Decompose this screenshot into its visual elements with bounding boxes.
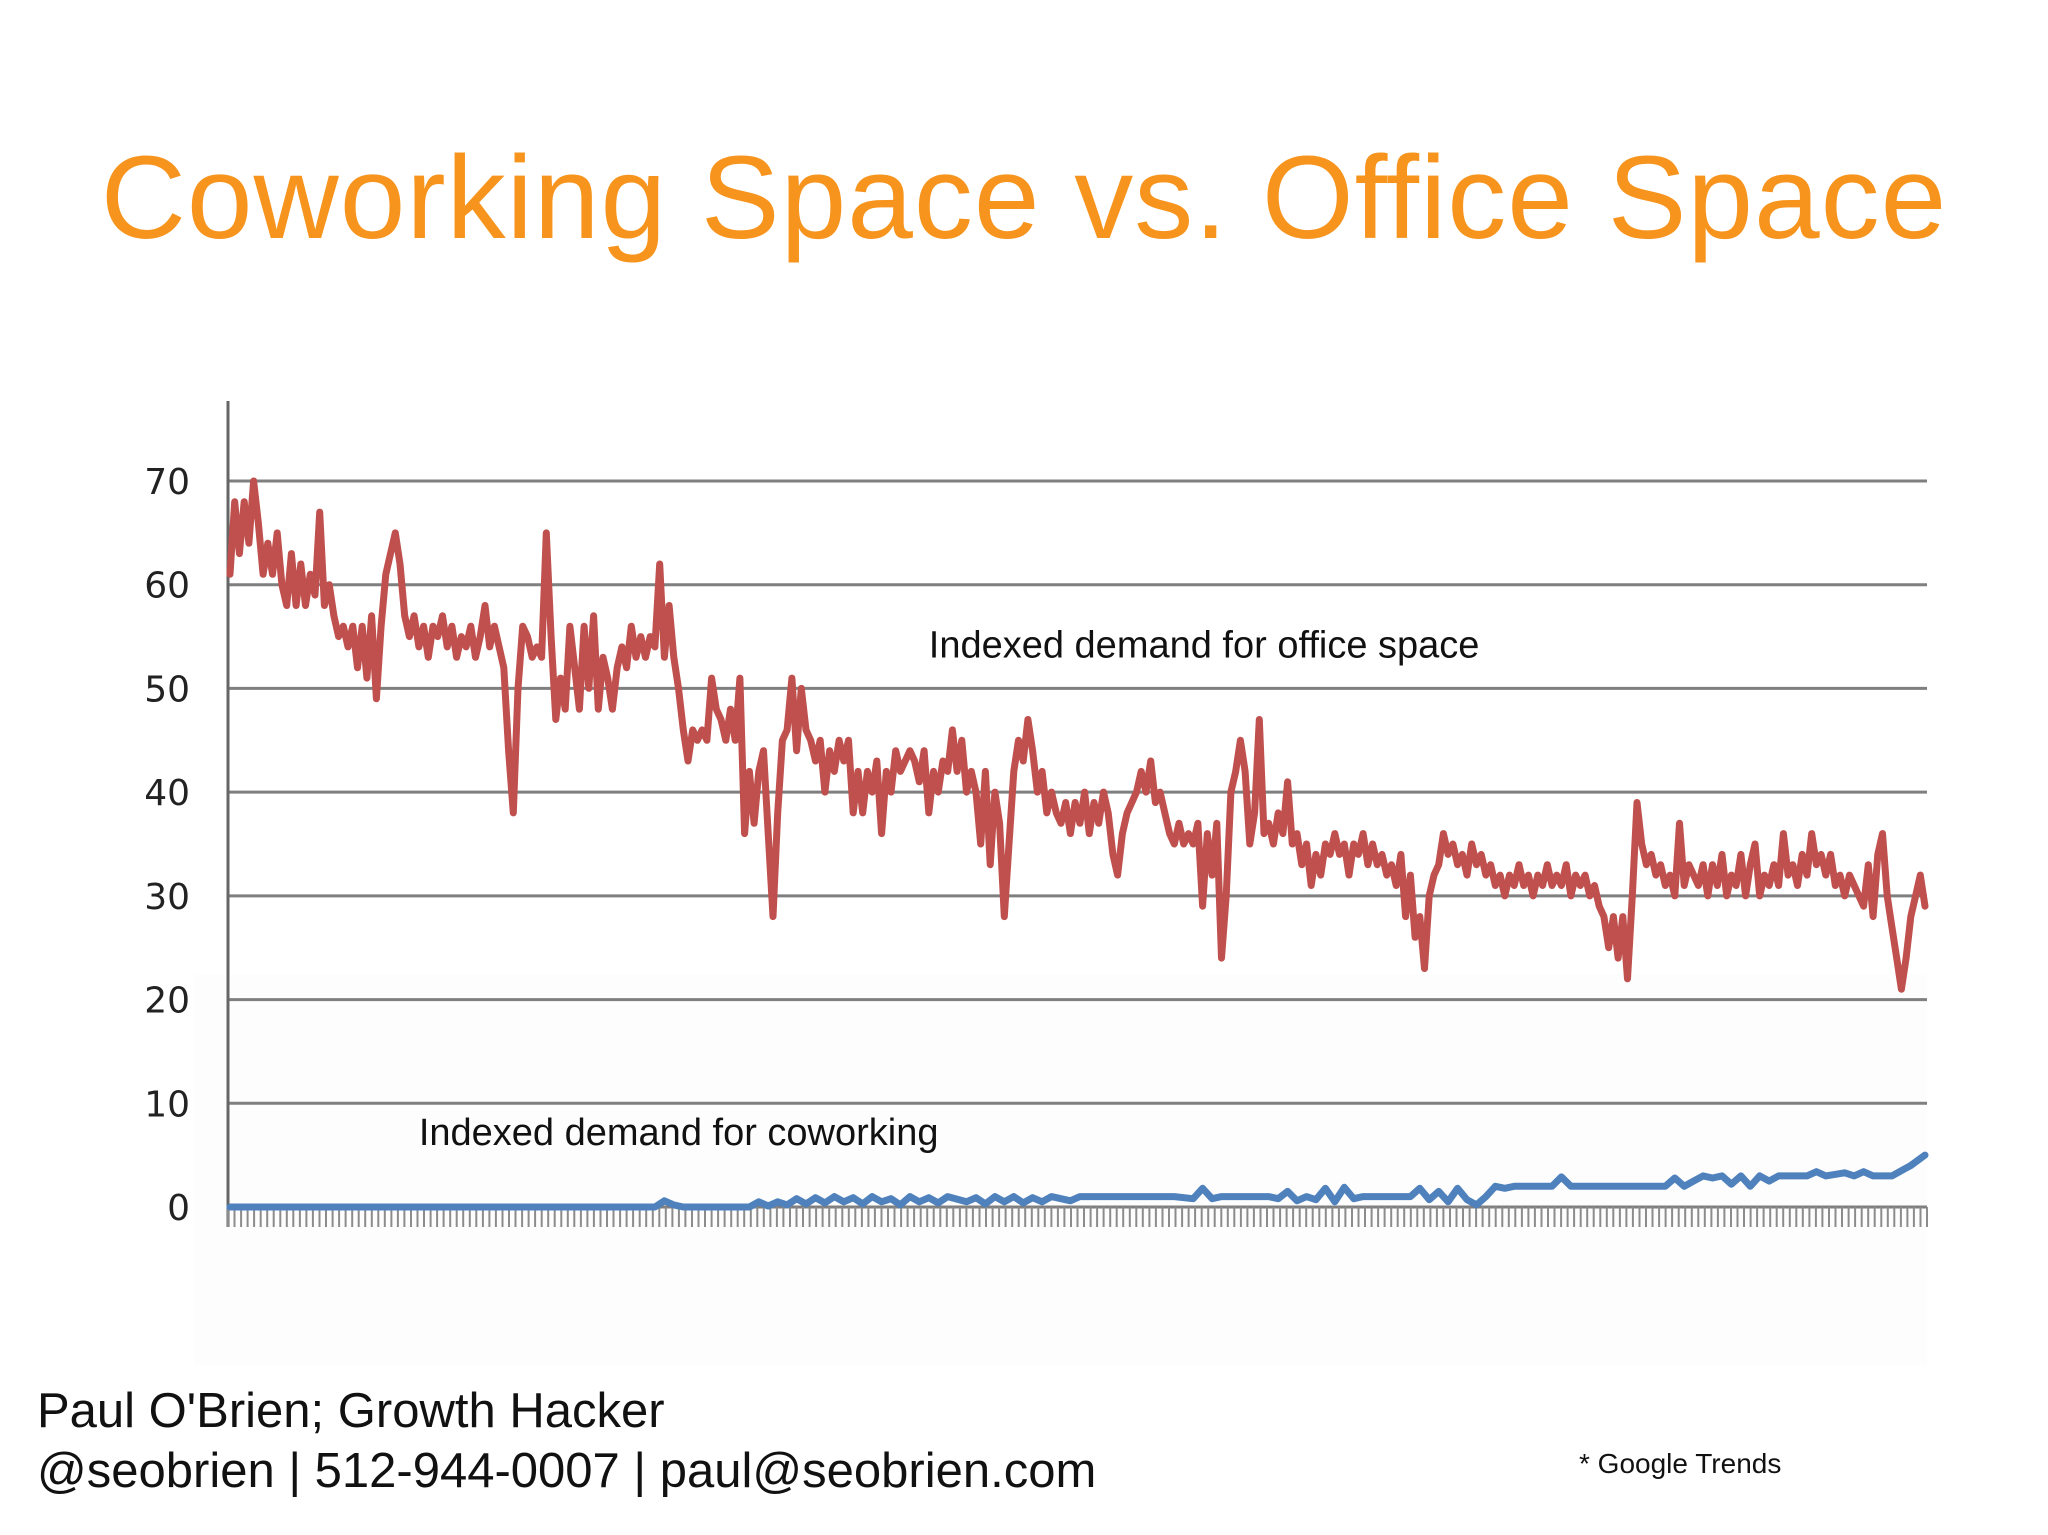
- y-tick-label-70: 70: [144, 462, 190, 503]
- y-tick-label-60: 60: [144, 566, 190, 607]
- y-tick-label-0: 0: [167, 1188, 190, 1229]
- series-line-office: [226, 477, 1929, 993]
- y-tick-label-30: 30: [144, 877, 190, 918]
- source-note: * Google Trends: [1579, 1448, 1782, 1479]
- y-tick-label-40: 40: [144, 773, 190, 814]
- y-tick-label-50: 50: [144, 669, 190, 710]
- contact-line: @seobrien | 512-944-0007 | paul@seobrien…: [37, 1444, 1097, 1498]
- y-tick-label-20: 20: [144, 981, 190, 1022]
- author-line: Paul O'Brien; Growth Hacker: [37, 1384, 665, 1438]
- series-line-coworking: [226, 1151, 1929, 1211]
- series-lines: [226, 477, 1929, 1211]
- annotations: Indexed demand for office space Indexed d…: [419, 624, 1480, 1153]
- chart-lower-area: [194, 975, 1927, 1365]
- y-tick-labels: 0 10 20 30 40 50 60 70: [144, 462, 190, 1229]
- annotation-coworking: Indexed demand for coworking: [419, 1112, 939, 1154]
- slide-title: Coworking Space vs. Office Space: [100, 132, 1948, 264]
- x-tick-marks: [227, 1207, 1928, 1227]
- y-tick-label-10: 10: [144, 1084, 190, 1125]
- annotation-office: Indexed demand for office space: [929, 624, 1480, 666]
